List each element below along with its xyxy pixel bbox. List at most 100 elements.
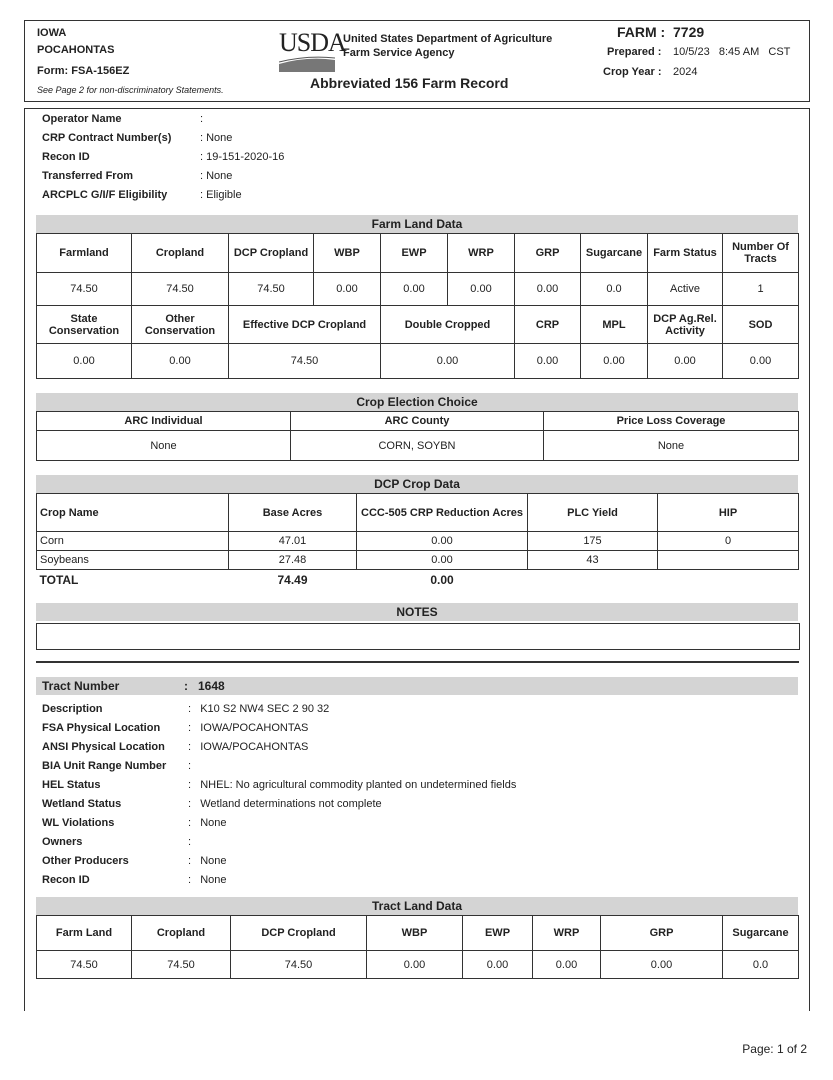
value-cell: 0.00 [462,950,533,979]
value-cell: 74.50 [131,272,229,306]
value-cell: 43 [527,550,658,570]
value-cell: 0.00 [514,272,581,306]
column-header: ARC Individual [36,411,291,431]
value-cell: 0.00 [647,343,723,379]
column-header: Base Acres [228,493,357,532]
value-cell: None [36,430,291,461]
value-cell: 0 [657,531,799,551]
agency-line-1: United States Department of Agriculture [343,33,553,45]
info-value: : None [188,855,227,867]
column-header: CRP [514,305,581,344]
column-header: Cropland [131,233,229,273]
info-label: Recon ID [42,151,90,163]
info-label: Wetland Status [42,798,122,810]
column-header: HIP [657,493,799,532]
value-cell: 0.00 [580,343,648,379]
value-cell: 1 [722,272,799,306]
value-cell: 0.00 [600,950,723,979]
state: IOWA [37,27,67,39]
value-cell: 0.00 [380,343,515,379]
dcp-crop-data-table: Crop Name Base Acres CCC-505 CRP Reduction… [36,493,799,590]
value-cell: 0.00 [36,343,132,379]
tract-land-data-table: Farm Land Cropland DCP Cropland WBP EWP WRP GR… [36,915,799,979]
column-header: GRP [514,233,581,273]
prepared-label: Prepared : [607,46,662,58]
info-value: : NHEL: No agricultural commodity plante… [188,779,517,791]
column-header: Double Cropped [380,305,515,344]
crop-year-value: 2024 [673,66,698,78]
info-label: WL Violations [42,817,115,829]
non-discrimination-note: See Page 2 for non-discriminatory Statem… [37,85,224,95]
value-cell: Corn [36,531,229,551]
tract-number-bar: Tract Number : 1648 [36,677,798,695]
value-cell: 74.50 [36,272,132,306]
info-value: : Wetland determinations not complete [188,798,382,810]
crop-election-title: Crop Election Choice [36,393,798,411]
column-header: Farm Status [647,233,723,273]
usda-logo-swoosh-icon [278,56,336,72]
info-value: : [200,113,204,125]
column-header: SOD [722,305,799,344]
info-label: Operator Name [42,113,122,125]
info-value: : Eligible [200,189,242,201]
column-header: DCP Ag.Rel. Activity [647,305,723,344]
info-value: : None [188,874,227,886]
empty-cell [658,570,799,590]
crop-election-table: ARC Individual ARC County Price Loss Cover… [36,411,799,461]
column-header: Other Conservation [131,305,229,344]
dcp-crop-data-title: DCP Crop Data [36,475,798,493]
column-header: DCP Cropland [230,915,367,951]
crop-row: Soybeans 27.48 0.00 43 [36,550,799,570]
header-row: Crop Name Base Acres CCC-505 CRP Reduction… [36,493,799,532]
column-header: Farm Land [36,915,132,951]
column-header: WBP [313,233,381,273]
column-header: Price Loss Coverage [543,411,799,431]
column-header: GRP [600,915,723,951]
total-row: TOTAL 74.49 0.00 [37,570,799,590]
farm-number: 7729 [673,24,705,40]
document-title: Abbreviated 156 Farm Record [310,75,509,91]
info-label: Owners [42,836,83,848]
usda-logo: USDA [278,30,347,72]
value-cell: 74.50 [131,950,231,979]
page-number: Page: 1 of 2 [742,1042,807,1056]
info-value: : None [200,132,233,144]
column-header: MPL [580,305,648,344]
column-header: Sugarcane [722,915,799,951]
notes-title: NOTES [36,603,798,621]
total-cell: 0.00 [430,572,454,587]
value-row: 74.50 74.50 74.50 0.00 0.00 0.00 0.00 0.0 [36,950,799,979]
column-header: WRP [447,233,515,273]
info-value: : [188,760,192,772]
info-label: Transferred From [42,170,134,182]
value-cell: 74.50 [228,343,381,379]
column-header: PLC Yield [527,493,658,532]
total-cell: TOTAL [39,572,79,587]
column-header: WBP [366,915,463,951]
notes-box [36,623,800,650]
value-cell [657,550,799,570]
header-row: Farmland Cropland DCP Cropland WBP EWP WRP GRP… [36,233,799,273]
column-header: ARC County [290,411,544,431]
column-header: DCP Cropland [228,233,314,273]
info-label: FSA Physical Location [42,722,161,734]
value-cell: 74.50 [228,272,314,306]
value-cell: 0.00 [131,343,229,379]
empty-cell [528,570,658,590]
value-cell: None [543,430,799,461]
value-cell: 0.00 [313,272,381,306]
value-cell: 47.01 [228,531,357,551]
column-header: WRP [532,915,601,951]
main-box [24,108,810,1011]
value-row: None CORN, SOYBN None [36,430,799,461]
farm-land-data-title: Farm Land Data [36,215,798,233]
value-cell: 0.00 [722,343,799,379]
column-header: State Conservation [36,305,132,344]
info-label: HEL Status [42,779,101,791]
farm-label: FARM : [617,24,666,40]
farm-land-data-table: Farmland Cropland DCP Cropland WBP EWP WRP GRP… [36,233,799,379]
value-cell: 0.00 [532,950,601,979]
info-label: Description [42,703,103,715]
value-cell: CORN, SOYBN [290,430,544,461]
